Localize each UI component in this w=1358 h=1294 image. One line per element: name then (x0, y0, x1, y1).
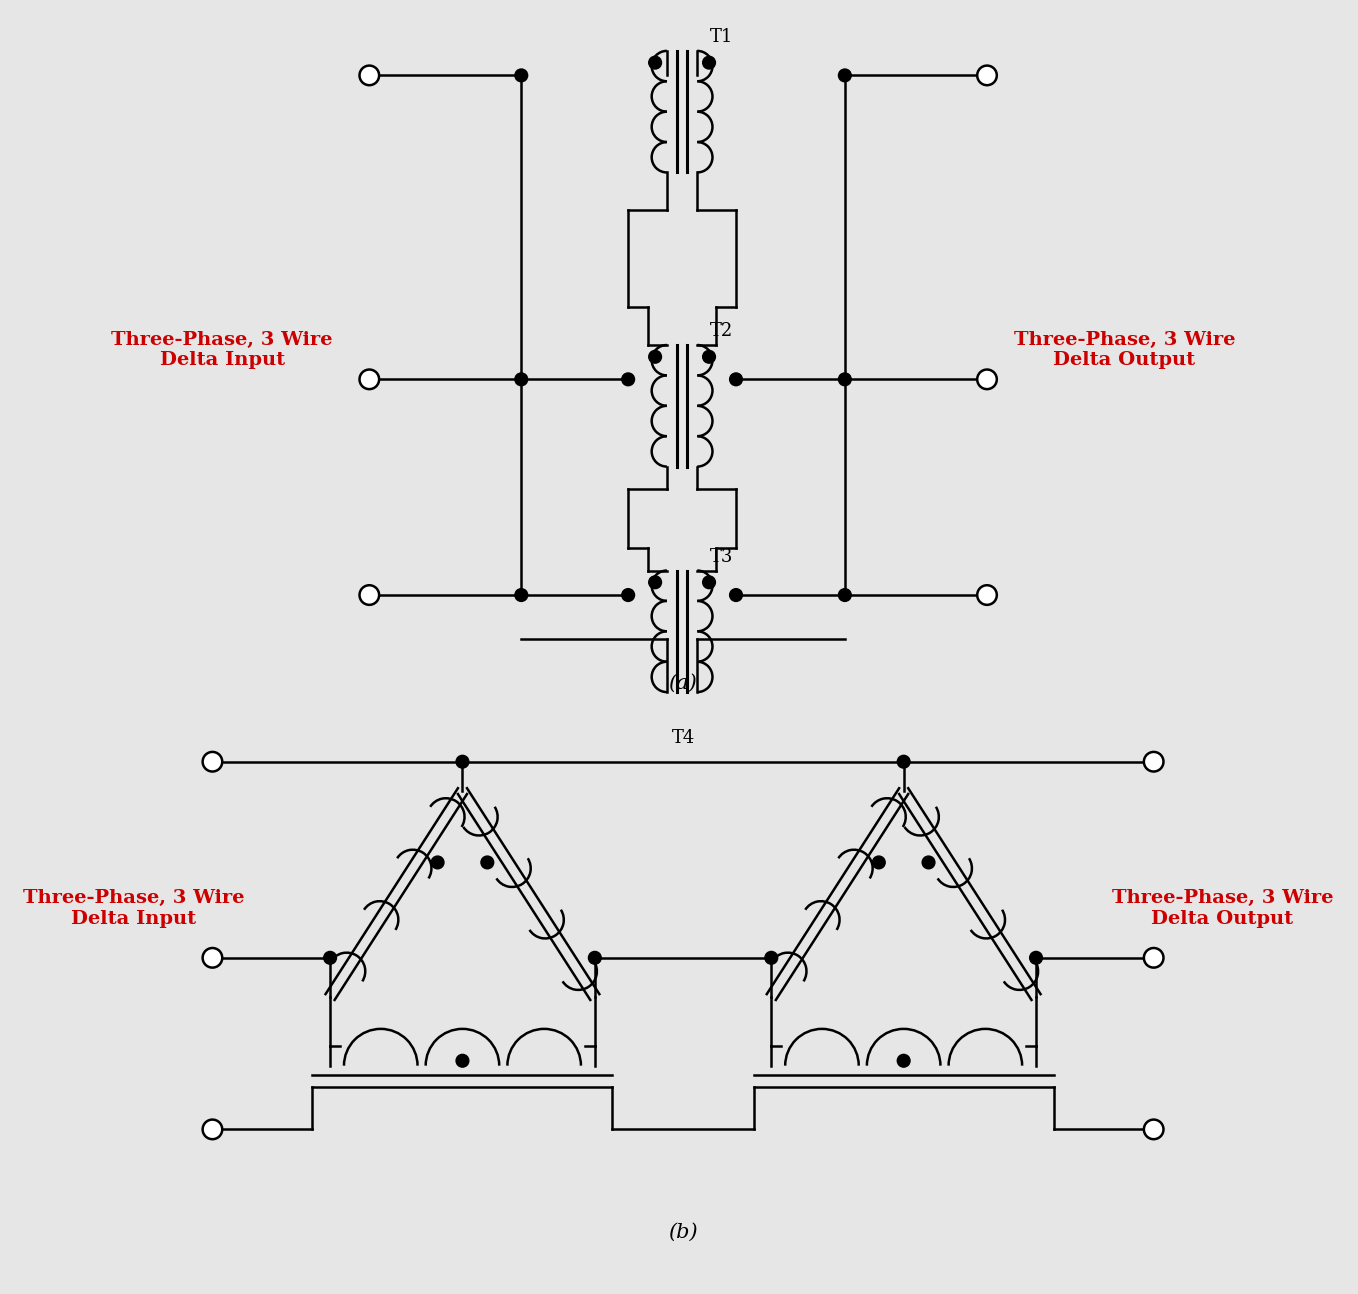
Circle shape (702, 351, 716, 364)
Circle shape (360, 66, 379, 85)
Circle shape (622, 589, 634, 602)
Circle shape (838, 589, 851, 602)
Circle shape (360, 370, 379, 389)
Text: (b): (b) (668, 1223, 698, 1242)
Text: Three-Phase, 3 Wire
Delta Output: Three-Phase, 3 Wire Delta Output (1112, 889, 1334, 928)
Circle shape (649, 576, 661, 589)
Circle shape (838, 69, 851, 82)
Circle shape (202, 752, 223, 771)
Text: Three-Phase, 3 Wire
Delta Input: Three-Phase, 3 Wire Delta Input (111, 330, 333, 369)
Text: T4: T4 (671, 729, 695, 747)
Circle shape (323, 951, 337, 964)
Circle shape (922, 857, 934, 868)
Circle shape (898, 756, 910, 769)
Text: (a): (a) (668, 674, 697, 692)
Circle shape (456, 1055, 469, 1068)
Circle shape (649, 351, 661, 364)
Circle shape (1029, 951, 1043, 964)
Circle shape (481, 857, 494, 868)
Text: Three-Phase, 3 Wire
Delta Output: Three-Phase, 3 Wire Delta Output (1013, 330, 1234, 369)
Circle shape (1143, 752, 1164, 771)
Text: T2: T2 (709, 322, 733, 340)
Text: T1: T1 (709, 28, 733, 47)
Circle shape (456, 756, 469, 769)
Circle shape (588, 951, 602, 964)
Circle shape (649, 56, 661, 69)
Circle shape (515, 69, 528, 82)
Circle shape (622, 373, 634, 386)
Circle shape (702, 56, 716, 69)
Circle shape (978, 370, 997, 389)
Circle shape (515, 373, 528, 386)
Circle shape (202, 949, 223, 968)
Circle shape (1143, 949, 1164, 968)
Circle shape (1143, 1119, 1164, 1139)
Circle shape (360, 585, 379, 604)
Circle shape (765, 951, 778, 964)
Circle shape (729, 373, 743, 386)
Circle shape (978, 66, 997, 85)
Circle shape (515, 589, 528, 602)
Circle shape (978, 585, 997, 604)
Circle shape (872, 857, 885, 868)
Circle shape (898, 1055, 910, 1068)
Text: T3: T3 (709, 547, 733, 565)
Circle shape (432, 857, 444, 868)
Text: Three-Phase, 3 Wire
Delta Input: Three-Phase, 3 Wire Delta Input (23, 889, 244, 928)
Circle shape (202, 1119, 223, 1139)
Circle shape (729, 589, 743, 602)
Circle shape (838, 373, 851, 386)
Circle shape (702, 576, 716, 589)
